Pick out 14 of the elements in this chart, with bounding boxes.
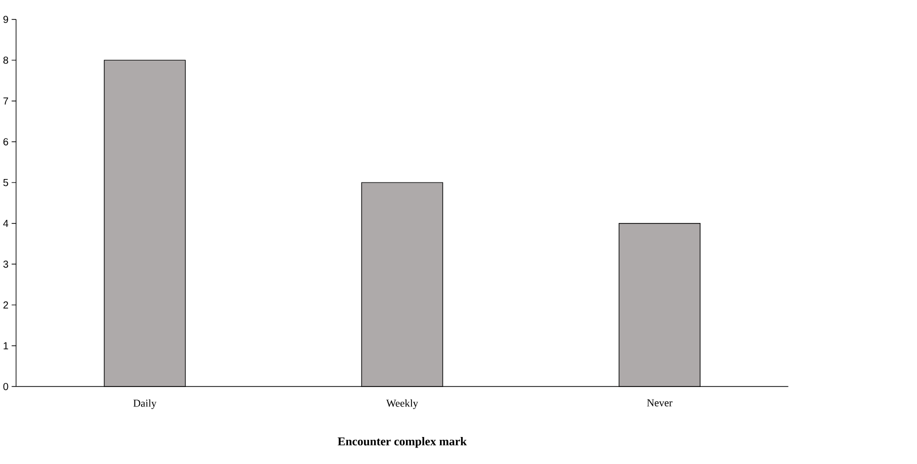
y-tick-label: 4 bbox=[3, 220, 8, 227]
y-tick-label: 5 bbox=[3, 178, 8, 186]
y-tick-label: 0 bbox=[3, 382, 8, 390]
y-tick-label: 6 bbox=[3, 138, 8, 146]
y-tick-label: 7 bbox=[3, 97, 8, 104]
y-tick-label: 1 bbox=[4, 342, 8, 350]
x-tick-label: Never bbox=[647, 399, 672, 406]
y-tick-label: 9 bbox=[3, 16, 8, 23]
x-tick-label: Weekly bbox=[386, 399, 418, 409]
y-tick-label: 3 bbox=[3, 260, 8, 268]
x-tick-label: Daily bbox=[133, 399, 156, 409]
x-axis-title: Encounter complex mark bbox=[338, 436, 467, 448]
y-tick-label: 8 bbox=[3, 56, 8, 64]
y-tick-label: 2 bbox=[3, 301, 8, 308]
